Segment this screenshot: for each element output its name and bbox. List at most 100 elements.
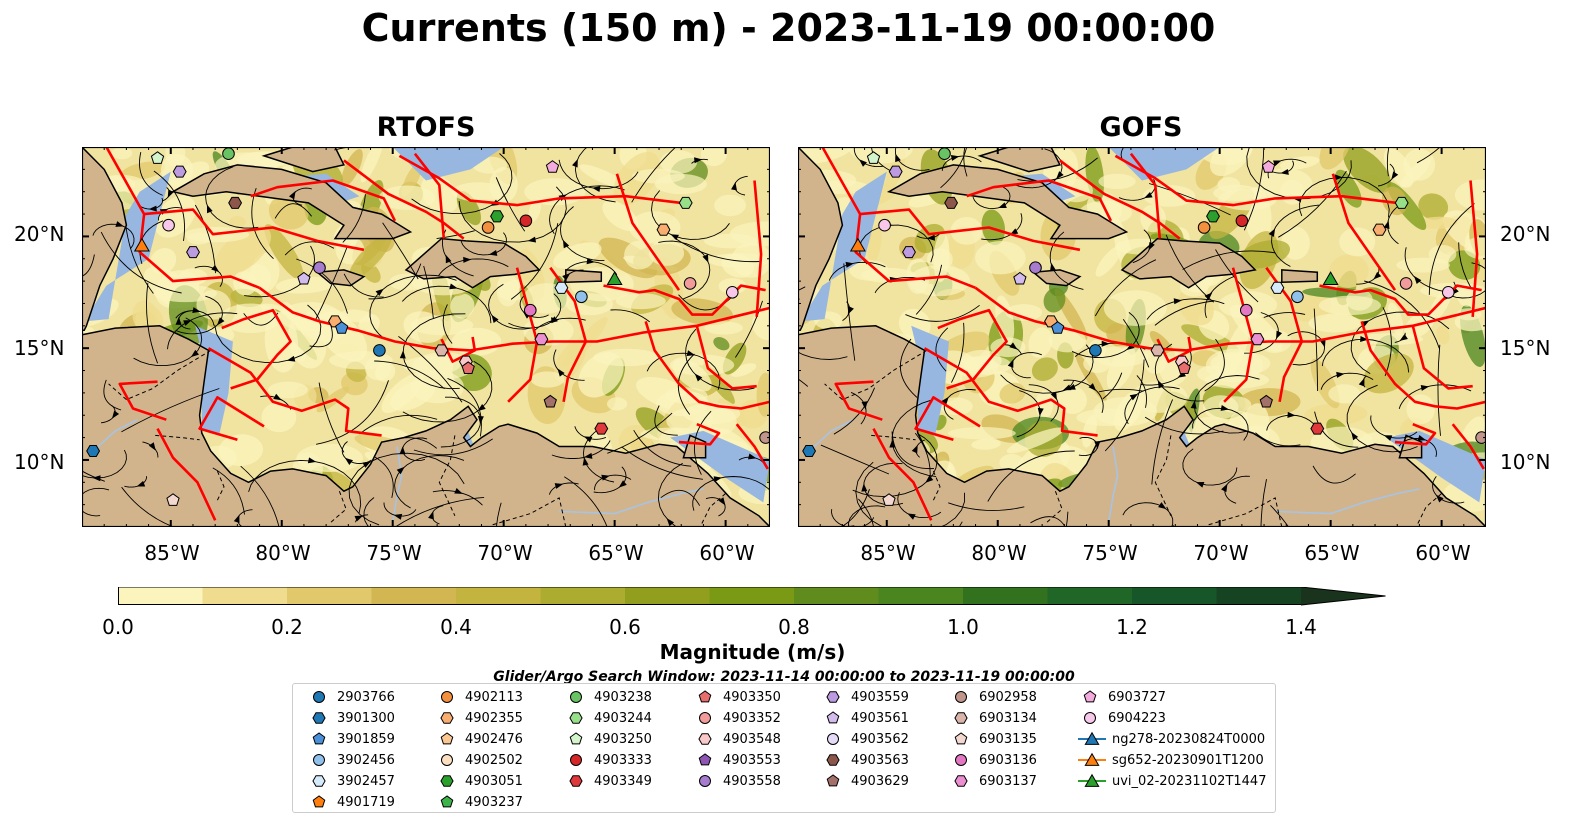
- legend-item: 6903727: [1078, 687, 1166, 707]
- marker-6904223: [878, 218, 891, 232]
- marker-4903563: [228, 196, 243, 209]
- legend-label: 3901859: [337, 731, 395, 747]
- pentagon-marker-icon: [698, 753, 712, 766]
- legend-marker: [313, 754, 325, 766]
- triangle-marker-icon: [1078, 773, 1106, 787]
- rivers: [90, 419, 704, 523]
- marker-4903250: [866, 151, 881, 164]
- circle-marker-icon: [313, 691, 325, 703]
- legend-marker: [1084, 712, 1096, 724]
- marker-6903135: [882, 493, 896, 506]
- marker-4903250: [150, 151, 165, 164]
- legend-item: 4903558: [693, 771, 781, 791]
- colorbar-segment: [118, 587, 203, 605]
- triangle-marker-icon: [1078, 752, 1106, 766]
- legend-marker: [569, 732, 583, 745]
- legend-item: 4903548: [693, 729, 781, 749]
- legend-marker: [441, 754, 453, 766]
- lon-label-70w: 70°W: [477, 541, 533, 565]
- marker-4903563: [944, 196, 959, 209]
- legend-label: 4903559: [851, 689, 909, 705]
- hexagon-marker-icon: [698, 733, 712, 745]
- legend-marker: [699, 712, 711, 724]
- colorbar-segment: [371, 587, 457, 605]
- marker-3901300: [86, 444, 101, 458]
- figure-title: Currents (150 m) - 2023-11-19 00:00:00: [361, 6, 1216, 50]
- pentagon-marker-icon: [312, 795, 326, 808]
- legend-item: 3902456: [307, 750, 395, 770]
- marker-3902456: [575, 290, 588, 304]
- marker-4903558: [313, 261, 326, 274]
- legend-label: 6903137: [979, 773, 1037, 789]
- legend-label: 6903136: [979, 752, 1037, 768]
- legend-label: 6903134: [979, 710, 1037, 726]
- marker-uvi_02-20231102T1447: [1322, 271, 1339, 286]
- legend-item: 4903250: [564, 729, 652, 749]
- legend-marker: [1084, 752, 1100, 766]
- legend-label: sg652-20230901T1200: [1112, 752, 1264, 768]
- lon-label-60w: 60°W: [1415, 541, 1471, 565]
- legend-item: 4903238: [564, 687, 652, 707]
- legend-item: 4903629: [821, 771, 909, 791]
- legend-marker: [312, 712, 326, 724]
- legend-item: 4903559: [821, 687, 909, 707]
- marker-uvi_02-20231102T1447: [606, 271, 623, 286]
- marker-3901859: [335, 321, 349, 334]
- legend-item: sg652-20230901T1200: [1078, 750, 1264, 770]
- legend-item: 6903134: [949, 708, 1037, 728]
- marker-4903349: [594, 422, 609, 435]
- streamlines: [82, 147, 770, 527]
- marker-4903559: [902, 246, 916, 259]
- legend-item: 6904223: [1078, 708, 1166, 728]
- legend-item: uvi_02-20231102T1447: [1078, 771, 1266, 791]
- legend-marker: [698, 733, 712, 745]
- legend-marker: [1084, 731, 1100, 745]
- map-panel-gofs[interactable]: [798, 147, 1486, 527]
- legend-item: 6902958: [949, 687, 1037, 707]
- legend-label: 4903238: [594, 689, 652, 705]
- legend-item: 4902355: [435, 708, 523, 728]
- colorbar-segment: [456, 587, 541, 605]
- hexagon-marker-icon: [440, 775, 454, 787]
- hexagon-marker-icon: [826, 691, 840, 703]
- legend-label: 4903562: [851, 731, 909, 747]
- circle-marker-icon: [1084, 712, 1096, 724]
- legend-label: 4902476: [465, 731, 523, 747]
- legend-marker: [954, 712, 968, 724]
- marker-4903333: [1235, 214, 1249, 228]
- legend-marker: [955, 691, 967, 703]
- country-borders: [108, 349, 726, 527]
- legend-marker: [698, 690, 712, 703]
- legend-item: 4903244: [564, 708, 652, 728]
- marker-6902958: [759, 431, 770, 444]
- marker-4903352: [683, 277, 697, 290]
- country-borders: [824, 349, 1442, 527]
- legend-item: 4901719: [307, 792, 395, 812]
- legend-label: uvi_02-20231102T1447: [1112, 773, 1267, 789]
- marker-4903559: [888, 165, 903, 178]
- legend-marker: [826, 691, 840, 703]
- colorbar-segment: [1132, 587, 1217, 605]
- panel-title-rtofs: RTOFS: [376, 112, 476, 143]
- colorbar-tick: 1.0: [947, 615, 979, 639]
- marker-4903244: [678, 196, 693, 209]
- legend-marker: [698, 753, 712, 766]
- colorbar-segment: [625, 587, 710, 605]
- marker-6903134: [434, 344, 449, 357]
- legend-label: 4903558: [723, 773, 781, 789]
- legend-marker: [569, 775, 583, 787]
- legend-item: 4902502: [435, 750, 523, 770]
- legend-label: ng278-20230824T0000: [1112, 731, 1266, 747]
- triangle-marker-icon: [1078, 731, 1106, 745]
- map-frame: [82, 147, 770, 527]
- marker-6903134: [1150, 344, 1165, 357]
- colorbar-tick: 0.4: [440, 615, 472, 639]
- marker-2903766: [373, 344, 386, 357]
- map-panel-rtofs[interactable]: [82, 147, 770, 527]
- legend-marker: [440, 732, 454, 745]
- colorbar-tick: 0.6: [609, 615, 641, 639]
- legend-marker: [699, 775, 711, 787]
- colorbar-tick: 0.8: [778, 615, 810, 639]
- legend-marker: [954, 775, 968, 787]
- colorbar-segment: [202, 587, 288, 605]
